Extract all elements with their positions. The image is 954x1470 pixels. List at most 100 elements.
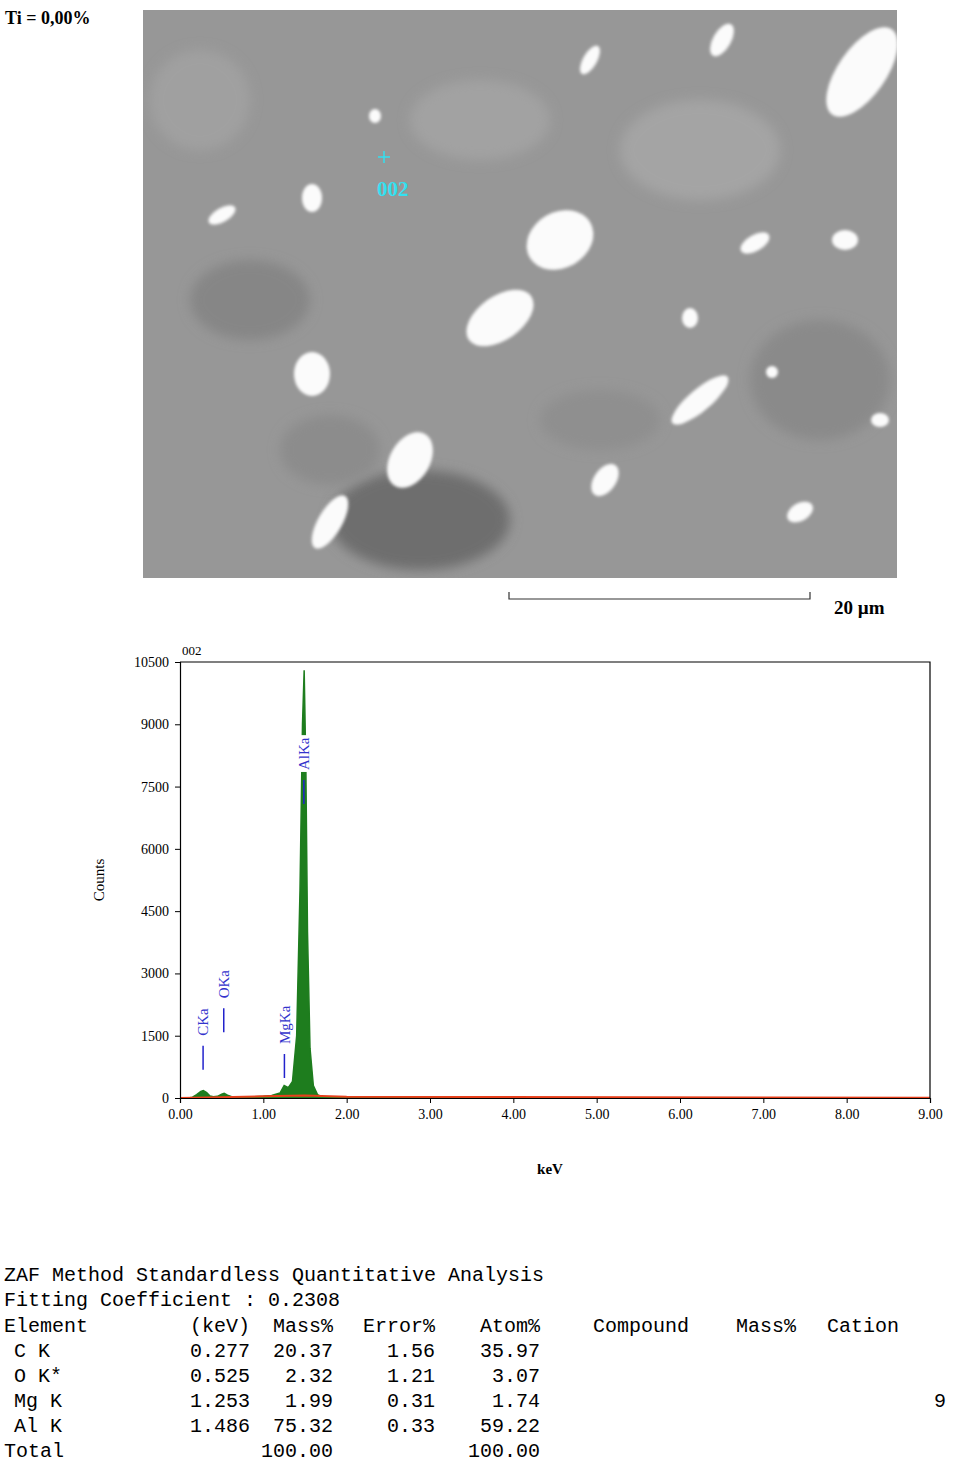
x-tick: 5.00 bbox=[585, 1098, 610, 1122]
table-cell: C K bbox=[14, 1340, 50, 1363]
y-tick-label: 3000 bbox=[141, 966, 169, 981]
x-tick: 3.00 bbox=[418, 1098, 443, 1122]
y-tick-label: 1500 bbox=[141, 1029, 169, 1044]
column-header: (keV) bbox=[190, 1315, 250, 1338]
table-cell: Al K bbox=[14, 1415, 62, 1438]
analysis-point bbox=[378, 151, 390, 163]
y-tick: 7500 bbox=[141, 780, 180, 795]
y-tick: 10500 bbox=[134, 655, 180, 670]
peak-label: OKa bbox=[216, 970, 232, 999]
scale-bar-label: 20 µm bbox=[834, 597, 885, 618]
y-axis: 0 1500 3000 4500 6000 7500 9000 10500 bbox=[134, 655, 181, 1106]
x-tick-label: 7.00 bbox=[752, 1107, 777, 1122]
x-tick-mark bbox=[347, 1098, 348, 1103]
table-cell: 1.21 bbox=[387, 1365, 435, 1388]
y-tick-mark bbox=[175, 849, 180, 850]
y-tick-label: 10500 bbox=[134, 655, 169, 670]
micrograph-texture bbox=[150, 50, 250, 150]
particle bbox=[516, 198, 605, 281]
label-patch bbox=[215, 968, 233, 1001]
particle bbox=[456, 278, 543, 358]
particle bbox=[766, 366, 778, 378]
table-cell: 3.07 bbox=[492, 1365, 540, 1388]
micrograph-texture bbox=[330, 470, 510, 570]
micrograph-texture bbox=[750, 320, 890, 440]
x-tick-mark bbox=[597, 1098, 598, 1103]
x-tick: 6.00 bbox=[668, 1098, 693, 1122]
peak-label: CKa bbox=[195, 1008, 211, 1036]
x-tick-label: 1.00 bbox=[252, 1107, 277, 1122]
y-tick-label: 4500 bbox=[141, 904, 169, 919]
x-tick-label: 6.00 bbox=[668, 1107, 693, 1122]
x-tick-mark bbox=[513, 1098, 514, 1103]
particle bbox=[737, 228, 773, 258]
peak-marker bbox=[284, 1054, 286, 1078]
x-tick-label: 5.00 bbox=[585, 1107, 610, 1122]
x-tick: 7.00 bbox=[752, 1098, 777, 1122]
y-tick-mark bbox=[175, 662, 180, 663]
background-line bbox=[180, 1096, 930, 1098]
label-patch bbox=[276, 1003, 294, 1046]
micrograph-texture bbox=[540, 390, 660, 450]
table-cell: 1.253 bbox=[190, 1390, 250, 1413]
peak-label: AlKa bbox=[296, 737, 312, 770]
x-tick: 9.00 bbox=[918, 1098, 943, 1122]
x-tick-label: 9.00 bbox=[918, 1107, 943, 1122]
table-cell: 1.56 bbox=[387, 1340, 435, 1363]
sample-label: Ti = 0,00% bbox=[5, 8, 90, 28]
peak-label: MgKa bbox=[277, 1005, 293, 1044]
x-axis-title: keV bbox=[537, 1161, 563, 1177]
plot-marks bbox=[180, 670, 930, 1098]
analysis-table: ZAF Method Standardless Quantitative Ana… bbox=[4, 1264, 946, 1463]
table-cell: 0.33 bbox=[387, 1415, 435, 1438]
y-axis-line bbox=[175, 663, 181, 1099]
column-header: Element bbox=[4, 1315, 88, 1338]
y-tick-mark bbox=[175, 1098, 180, 1099]
particle bbox=[369, 109, 381, 123]
peak-marker bbox=[202, 1046, 204, 1070]
column-header: Cation bbox=[827, 1315, 899, 1338]
particle bbox=[206, 201, 239, 228]
x-tick: 4.00 bbox=[502, 1098, 527, 1122]
table-cell: 1.74 bbox=[492, 1390, 540, 1413]
peak-labels: CKa OKa MgKa AlKa bbox=[194, 735, 313, 1078]
x-tick-label: 2.00 bbox=[335, 1107, 360, 1122]
y-tick-label: 6000 bbox=[141, 842, 169, 857]
page-number: 9 bbox=[934, 1390, 946, 1413]
y-tick: 9000 bbox=[141, 717, 180, 732]
micrograph-texture bbox=[410, 80, 550, 160]
total-atom: 100.00 bbox=[468, 1440, 540, 1463]
particle bbox=[813, 16, 897, 129]
label-patch bbox=[194, 1006, 212, 1038]
plot-frame bbox=[180, 662, 930, 1098]
y-tick: 3000 bbox=[141, 966, 180, 981]
fitting-coefficient: Fitting Coefficient : 0.2308 bbox=[4, 1289, 340, 1312]
y-tick-label: 0 bbox=[162, 1091, 169, 1106]
micrograph-ground bbox=[143, 10, 897, 578]
table-cell: 1.486 bbox=[190, 1415, 250, 1438]
table-cell: 59.22 bbox=[480, 1415, 540, 1438]
particle bbox=[294, 352, 330, 396]
particle bbox=[302, 184, 322, 212]
x-axis-line bbox=[181, 1099, 931, 1104]
micrograph-texture bbox=[280, 415, 380, 485]
x-tick: 2.00 bbox=[335, 1098, 360, 1122]
y-tick-label: 7500 bbox=[141, 780, 169, 795]
particle bbox=[682, 308, 698, 328]
table-cell: 2.32 bbox=[285, 1365, 333, 1388]
table-cell: Mg K bbox=[14, 1390, 62, 1413]
x-tick: 1.00 bbox=[252, 1098, 277, 1122]
y-tick: 0 bbox=[162, 1091, 180, 1106]
table-cell: O K* bbox=[14, 1365, 62, 1388]
table-cell: 1.99 bbox=[285, 1390, 333, 1413]
column-header: Mass% bbox=[273, 1315, 334, 1338]
y-tick: 4500 bbox=[141, 904, 180, 919]
canvas: Ti = 0,00%00220 µm0020.001.002.003.004.0… bbox=[0, 0, 954, 1470]
x-tick-mark bbox=[430, 1098, 431, 1103]
particle bbox=[378, 424, 443, 496]
y-tick-mark bbox=[175, 724, 180, 725]
total-mass: 100.00 bbox=[261, 1440, 333, 1463]
particle bbox=[871, 413, 889, 427]
column-header: Mass% bbox=[736, 1315, 797, 1338]
table-cell: 20.37 bbox=[273, 1340, 333, 1363]
